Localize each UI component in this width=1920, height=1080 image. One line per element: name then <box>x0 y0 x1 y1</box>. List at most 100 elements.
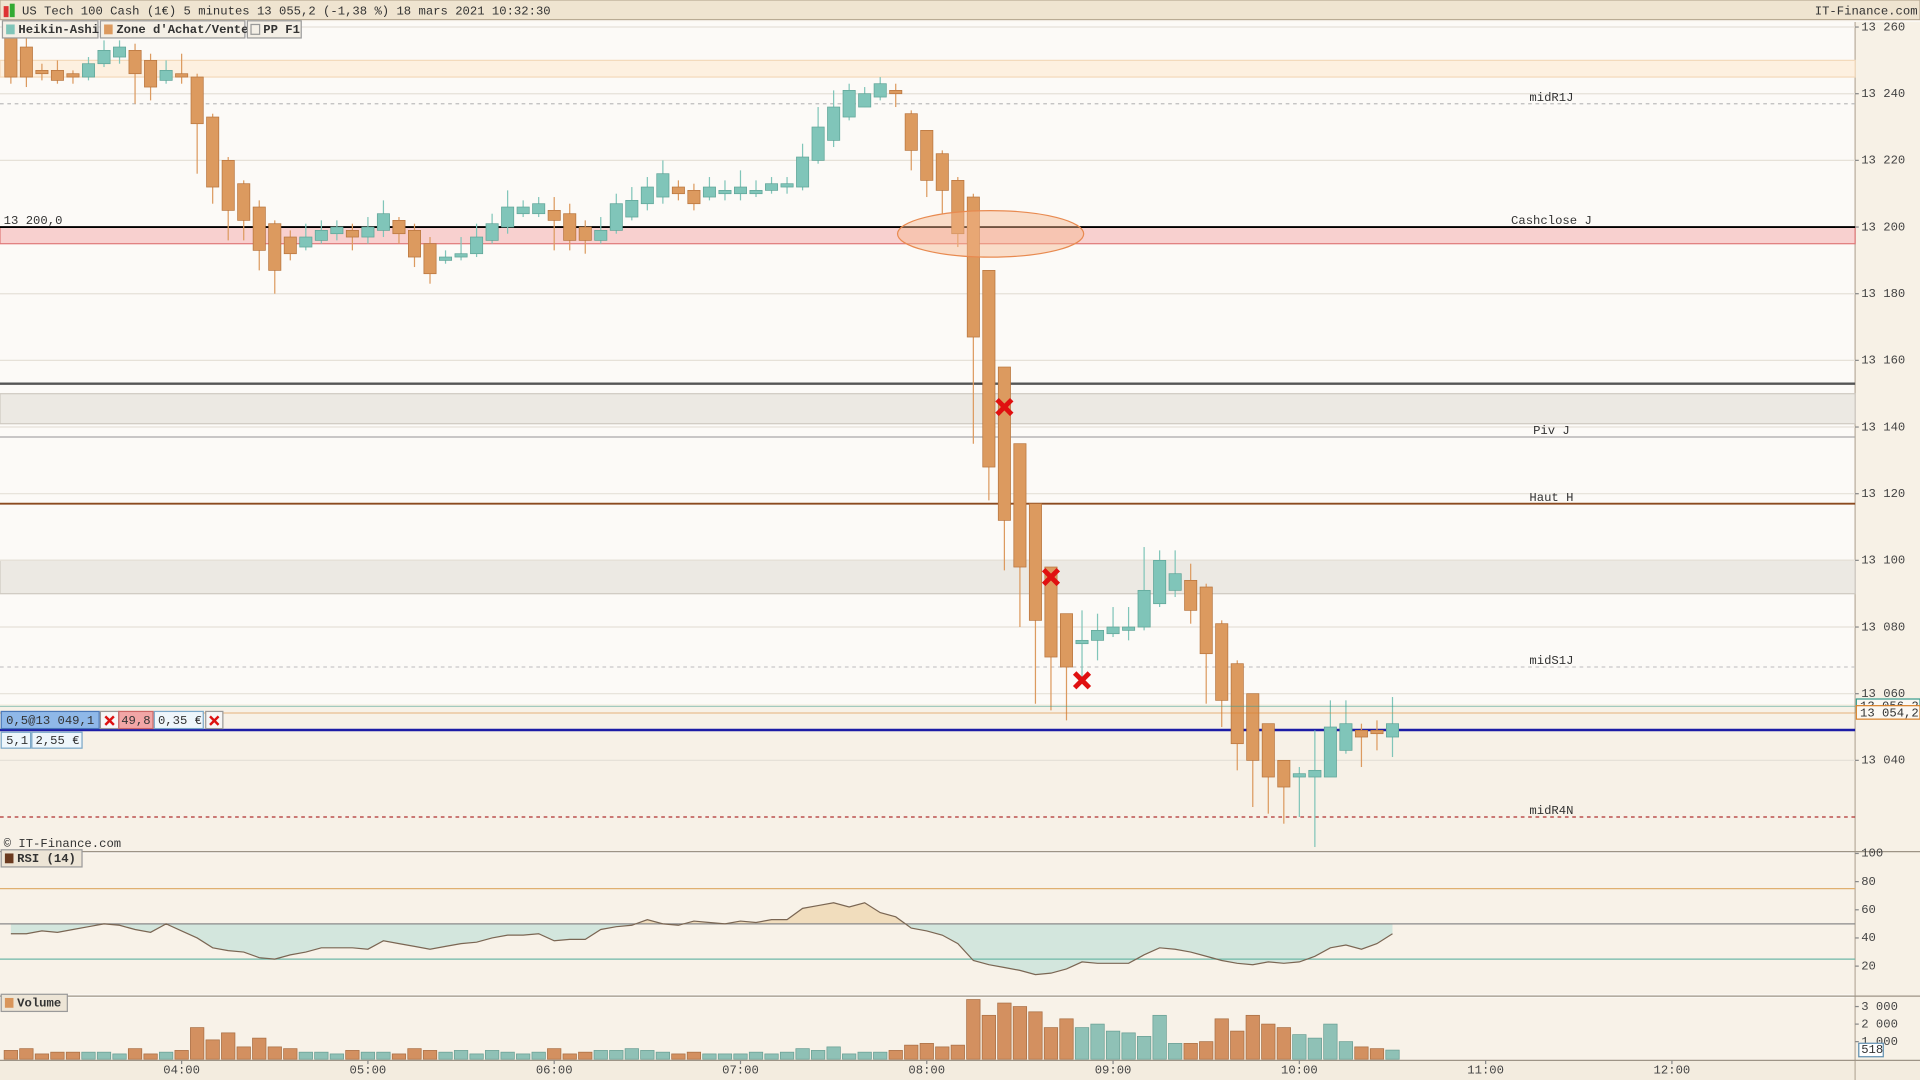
header-brand: IT-Finance.com <box>1815 4 1918 18</box>
x-tick-label: 05:00 <box>350 1063 387 1077</box>
order-value <box>31 731 83 749</box>
candle-body <box>1168 573 1182 591</box>
y-tick-label: 80 <box>1861 875 1876 889</box>
candle-body <box>19 46 33 78</box>
volume-bar <box>593 1050 608 1060</box>
candle-body <box>4 33 18 78</box>
volume-bar <box>1261 1023 1276 1060</box>
volume-bar <box>485 1050 500 1060</box>
volume-bar <box>314 1051 329 1060</box>
candle-body <box>780 183 794 188</box>
order-cost <box>153 710 204 730</box>
candle-body <box>314 230 328 241</box>
volume-bar <box>1028 1011 1043 1060</box>
volume-bar <box>112 1053 127 1060</box>
candle-body <box>376 213 390 231</box>
tab-swatch <box>6 24 15 35</box>
tab[interactable] <box>1 20 99 39</box>
candle-body <box>97 50 111 65</box>
candle-body <box>35 70 49 75</box>
candle-body <box>547 210 561 221</box>
volume-bar <box>562 1053 577 1060</box>
tab-label[interactable]: Heikin-Ashi <box>18 23 99 37</box>
candle-body <box>1075 639 1089 645</box>
panel-title-swatch <box>4 853 14 864</box>
volume-bar <box>345 1050 360 1060</box>
candle-body <box>625 200 639 218</box>
volume-bar <box>671 1053 686 1060</box>
y-tick-label: 13 160 <box>1861 354 1905 368</box>
candle-body <box>50 70 64 81</box>
candle-body <box>904 113 918 151</box>
tab-label[interactable]: Zone d'Achat/Vente <box>116 23 248 37</box>
candle-body <box>485 223 499 241</box>
candle-body <box>811 126 825 161</box>
volume-bar <box>127 1048 143 1060</box>
volume-bar <box>1059 1018 1074 1060</box>
volume-bar <box>547 1048 562 1060</box>
volume-bar <box>3 1050 18 1060</box>
candle-body <box>1261 723 1275 778</box>
level-label: midR4N <box>1529 804 1573 818</box>
order-position[interactable] <box>0 710 100 730</box>
order-pl <box>118 710 154 730</box>
candle-body <box>423 243 437 275</box>
order-pl-label: 49,8 <box>121 714 150 728</box>
panel-title-label: RSI (14) <box>17 852 76 866</box>
volume-bar <box>764 1053 779 1060</box>
candle-body <box>935 153 949 191</box>
candle-body <box>113 46 127 58</box>
plot-layer: 13 040 13 060 13 080 13 100 13 120 13 140 13 1… <box>0 20 1920 1077</box>
volume-bar <box>950 1044 965 1060</box>
volume-bar <box>531 1051 546 1060</box>
candle-body <box>1386 723 1399 738</box>
tab-swatch <box>104 24 113 35</box>
y-tick-label: 13 080 <box>1861 620 1905 634</box>
header-icon[interactable] <box>9 3 15 18</box>
y-tick-label: 13 220 <box>1861 154 1905 168</box>
zone <box>0 393 1856 425</box>
panel-title-box <box>0 993 68 1013</box>
volume-bar <box>686 1051 702 1060</box>
candle-body <box>578 226 592 241</box>
x-tick-label: 12:00 <box>1654 1063 1691 1077</box>
candle-body <box>439 256 453 261</box>
candle-body <box>454 253 468 258</box>
candle-body <box>656 173 670 198</box>
y-tick-label: 13 260 <box>1861 20 1905 34</box>
candle-body <box>128 50 142 75</box>
tab[interactable] <box>99 20 246 39</box>
volume-bar <box>857 1051 872 1060</box>
signal-marker <box>995 397 1014 417</box>
candle-body <box>858 93 872 108</box>
tab-label[interactable]: PP F1 <box>263 23 300 37</box>
volume-bar <box>19 1048 34 1060</box>
candle-body <box>1044 566 1058 658</box>
candle-body <box>1323 726 1337 778</box>
volume-bar <box>1292 1034 1307 1060</box>
tab-swatch <box>250 23 261 35</box>
volume-bar <box>34 1053 50 1060</box>
order-value-label: 2,55 € <box>36 734 80 748</box>
candle-body <box>1122 626 1136 631</box>
candle-body <box>609 203 623 231</box>
volume-bar <box>50 1051 65 1060</box>
header-icon[interactable] <box>3 6 9 18</box>
candle-body <box>144 60 158 88</box>
candle-body <box>671 186 685 195</box>
tab[interactable] <box>246 20 302 39</box>
volume-bar <box>81 1051 96 1060</box>
candle-body <box>873 83 887 98</box>
volume-bar <box>96 1051 112 1060</box>
header-bar <box>0 0 1920 21</box>
order-spread-label: 5,1 <box>6 734 28 748</box>
volume-bar <box>811 1050 826 1060</box>
volume-bar <box>298 1051 313 1060</box>
candle-body <box>1292 773 1306 778</box>
zone <box>0 59 1856 78</box>
volume-bar <box>159 1051 174 1060</box>
panel-title-label: Volume <box>17 997 61 1011</box>
volume-bar <box>1385 1049 1400 1060</box>
candle-body <box>175 73 189 78</box>
